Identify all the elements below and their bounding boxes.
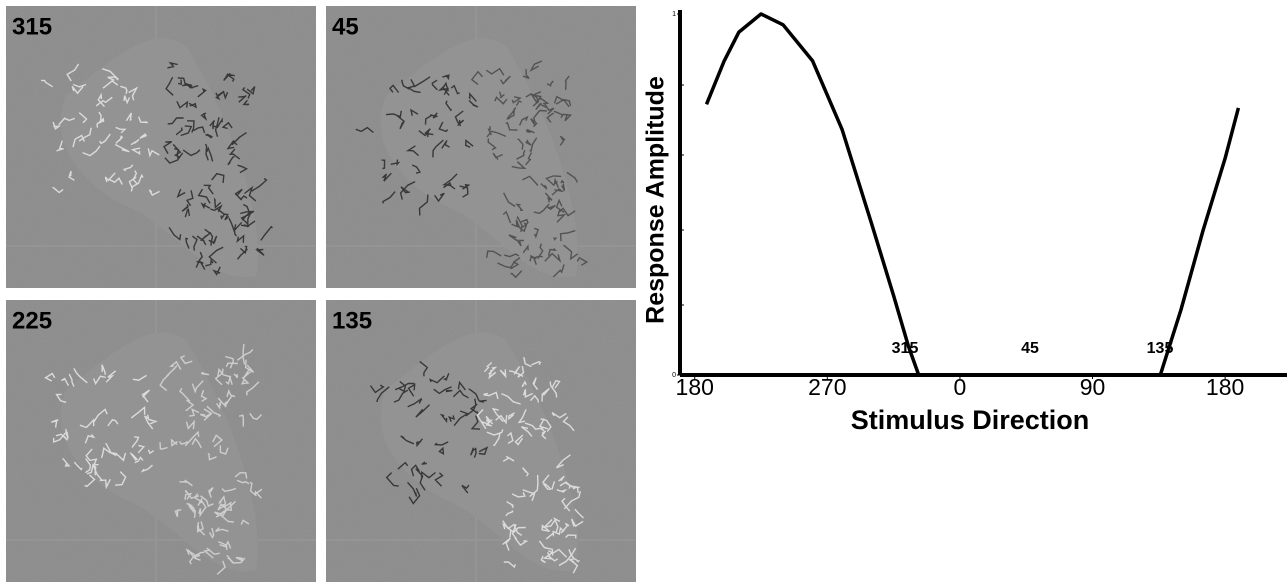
cell-shape bbox=[380, 38, 578, 278]
dendrite-trace bbox=[168, 172, 273, 276]
dendrite-trace bbox=[163, 61, 256, 174]
y-tick-label: 1 bbox=[672, 11, 676, 18]
dendrite-trace bbox=[355, 74, 479, 216]
y-axis-label: Response Amplitude bbox=[642, 76, 670, 324]
panel-label: 225 bbox=[12, 307, 52, 334]
cell-shape bbox=[60, 332, 258, 572]
cell-shape bbox=[60, 38, 258, 278]
image-panel: 45 bbox=[326, 6, 636, 288]
panel-label: 315 bbox=[12, 13, 52, 40]
image-panel: 135 bbox=[326, 300, 636, 582]
x-tick-label: 0 bbox=[954, 374, 967, 400]
y-tick-label: 0 bbox=[672, 372, 676, 379]
image-panel: 225 bbox=[6, 300, 316, 582]
dendrite-trace bbox=[159, 344, 263, 461]
panel-label: 45 bbox=[332, 13, 359, 40]
x-tick-label: 270 bbox=[808, 374, 846, 400]
dendrite-trace bbox=[174, 471, 263, 575]
x-tick-label: 90 bbox=[1080, 374, 1106, 400]
x-tick-label: 180 bbox=[1206, 374, 1244, 400]
panel-label: 135 bbox=[332, 307, 372, 334]
dendrite-trace bbox=[369, 360, 489, 505]
dendrite-trace bbox=[470, 60, 573, 170]
dendrite-trace bbox=[44, 364, 158, 490]
dendrite-trace bbox=[502, 467, 584, 574]
x-tick-label: 180 bbox=[676, 374, 714, 400]
response-curve bbox=[704, 12, 1241, 377]
dendrite-trace bbox=[40, 63, 160, 197]
annotation: 45 bbox=[1021, 340, 1039, 357]
dendrite-trace bbox=[476, 357, 575, 469]
dendrite-trace bbox=[485, 171, 589, 279]
panels: 315 45 225 135 bbox=[6, 6, 636, 582]
x-axis-label: Stimulus Direction bbox=[851, 405, 1090, 435]
chart: 0 1 180 270 0 90 180 Stimulus Direction Response… bbox=[642, 10, 1287, 435]
image-panel: 315 bbox=[6, 6, 316, 288]
annotation: 315 bbox=[892, 340, 919, 357]
